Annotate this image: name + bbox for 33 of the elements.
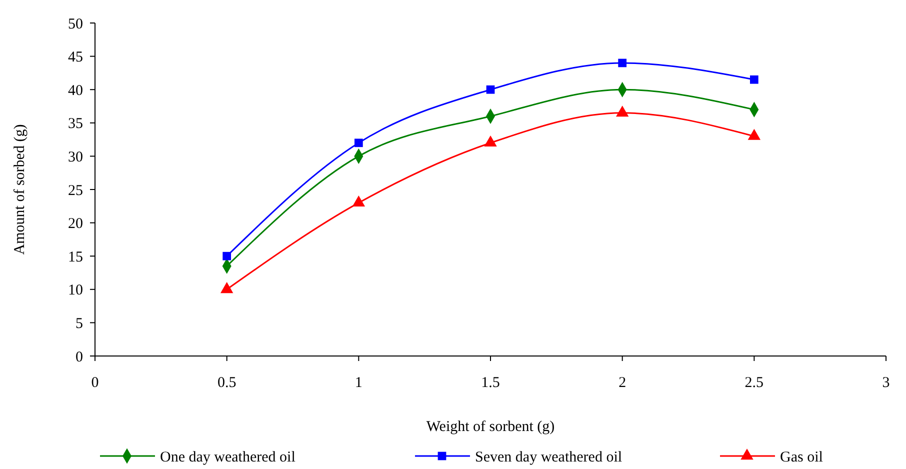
y-tick-label: 5 (76, 316, 83, 332)
x-tick-label: 2 (618, 375, 626, 391)
x-tick-label: 2.5 (744, 375, 764, 391)
y-tick-label: 0 (76, 349, 83, 366)
y-tick-label: 10 (68, 282, 83, 299)
y-tick-label: 30 (68, 149, 83, 166)
y-axis-title: Amount of sorbed (g) (12, 124, 28, 255)
point (484, 136, 497, 147)
y-tick-label: 45 (68, 50, 83, 66)
point (486, 85, 495, 94)
x-tick-label: 0 (91, 375, 99, 391)
y-tick-label: 25 (68, 182, 83, 199)
y-tick-label: 35 (68, 116, 83, 132)
y-tick-label: 15 (68, 249, 83, 266)
legend-label: Seven day weathered oil (475, 449, 622, 466)
point (748, 128, 761, 140)
point (750, 75, 758, 84)
y-tick-label: 20 (68, 216, 83, 232)
x-tick-label: 3 (882, 375, 890, 391)
y-tick-label: 50 (68, 16, 83, 32)
legend-label: One day weathered oil (160, 449, 296, 466)
point (352, 195, 366, 206)
x-tick-label: 1 (354, 375, 362, 391)
point (354, 138, 363, 148)
point (220, 282, 234, 294)
x-axis-title: Weight of sorbent (g) (426, 419, 555, 435)
x-tick-label: 0.5 (217, 375, 236, 391)
point (616, 106, 629, 117)
y-tick-label: 40 (68, 82, 83, 99)
point (222, 252, 232, 260)
legend-label: Gas oil (780, 449, 823, 466)
point (618, 58, 627, 68)
x-tick-label: 1.5 (481, 375, 500, 391)
